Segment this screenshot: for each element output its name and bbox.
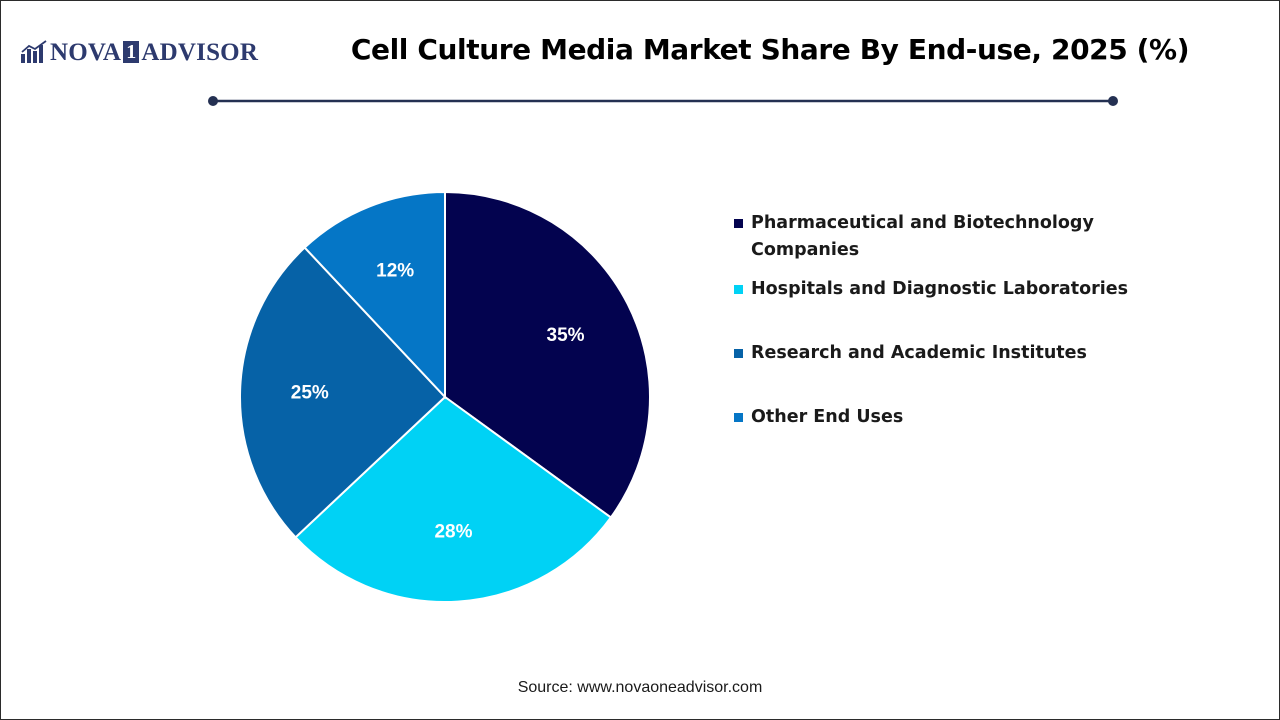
legend-item-research-and-academic-institutes: Research and Academic Institutes — [734, 340, 1141, 367]
legend-swatch — [734, 349, 743, 358]
logo-wordmark: NOVA 1 ADVISOR — [50, 40, 258, 65]
bar-chart-icon — [21, 40, 47, 63]
legend-item-pharmaceutical-and-biotechnology-companies: Pharmaceutical and Biotechnology Compani… — [734, 210, 1101, 264]
logo-text-one: 1 — [123, 41, 140, 63]
legend-item-other-end-uses: Other End Uses — [734, 404, 1141, 431]
legend-label: Pharmaceutical and Biotechnology Compani… — [751, 213, 1094, 260]
legend-label: Hospitals and Diagnostic Laboratories — [751, 279, 1129, 299]
slice-label-hospitals-and-diagnostic-laboratories: 28% — [434, 522, 472, 543]
legend-label: Research and Academic Institutes — [751, 343, 1087, 363]
slice-label-research-and-academic-institutes: 25% — [291, 382, 329, 403]
slice-label-other-end-uses: 12% — [376, 261, 414, 282]
logo: NOVA 1 ADVISOR — [20, 38, 258, 66]
source-note: Source: www.novaoneadvisor.com — [517, 679, 763, 696]
pie-slice-pharmaceutical-and-biotechnology-companies — [444, 190, 651, 519]
title-divider — [208, 96, 1118, 106]
chart-title: Cell Culture Media Market Share By End-u… — [350, 33, 1190, 66]
legend-swatch — [734, 219, 743, 228]
legend-item-hospitals-and-diagnostic-laboratories: Hospitals and Diagnostic Laboratories — [734, 276, 1141, 303]
logo-text-advisor: ADVISOR — [141, 38, 259, 66]
logo-text-nova: NOVA — [50, 38, 122, 66]
legend-swatch — [734, 285, 743, 294]
slice-label-pharmaceutical-and-biotechnology-companies: 35% — [547, 325, 585, 346]
legend-swatch — [734, 413, 743, 422]
legend-label: Other End Uses — [751, 407, 904, 427]
pie-slice-research-and-academic-institutes — [239, 246, 447, 539]
pie-slice-other-end-uses — [303, 190, 446, 400]
pie-slice-hospitals-and-diagnostic-laboratories — [294, 395, 613, 603]
pie-chart: 35% 28% 25% 12% — [239, 190, 651, 603]
